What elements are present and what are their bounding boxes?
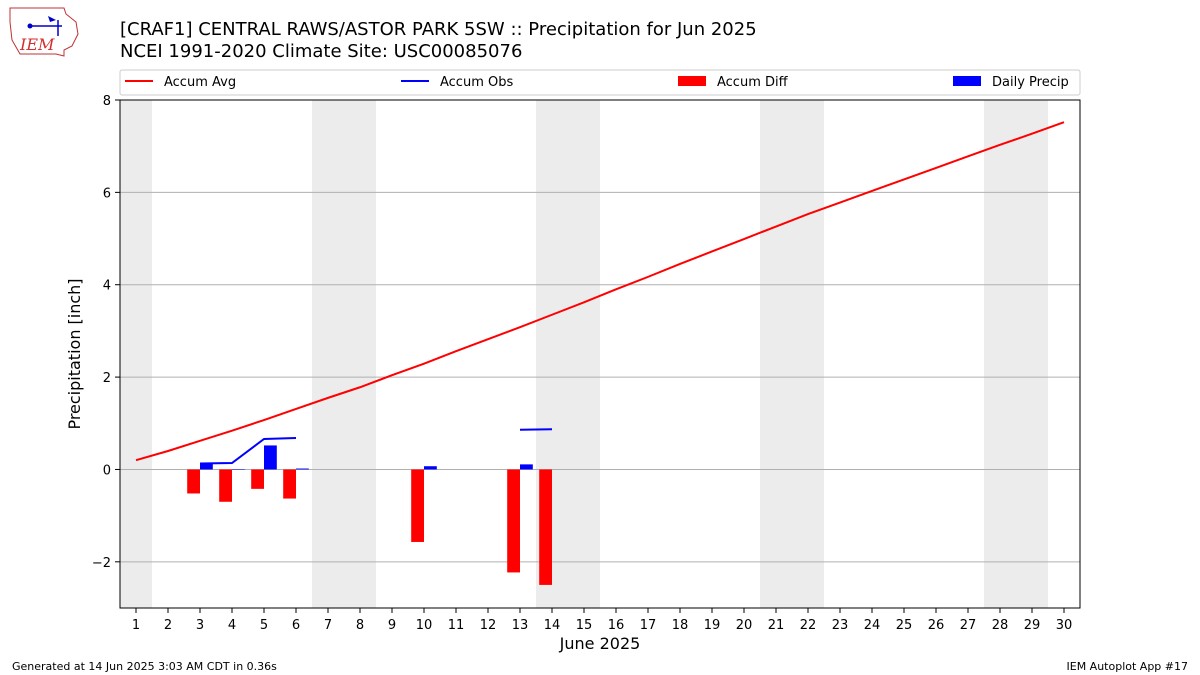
x-tick-label: 14	[544, 618, 561, 633]
bar-daily-precip	[520, 464, 533, 470]
weekend-shade	[120, 100, 152, 608]
x-tick-label: 22	[800, 618, 817, 633]
x-tick-label: 7	[324, 618, 332, 633]
bar-daily-precip	[264, 445, 277, 470]
weekend-shade	[312, 100, 376, 608]
x-tick-label: 17	[640, 618, 657, 633]
x-tick-label: 1	[132, 618, 140, 633]
x-tick-label: 4	[228, 618, 236, 633]
weekend-shade	[984, 100, 1048, 608]
legend-label-accum-avg: Accum Avg	[164, 75, 236, 90]
legend-swatch-daily-precip	[953, 76, 981, 86]
legend-label-accum-diff: Accum Diff	[717, 75, 789, 90]
chart-title: [CRAF1] CENTRAL RAWS/ASTOR PARK 5SW :: P…	[120, 19, 757, 40]
x-tick-label: 11	[448, 618, 465, 633]
bar-accum-diff	[219, 469, 232, 502]
legend: Accum Avg Accum Obs Accum Diff Daily Pre…	[119, 69, 1081, 96]
weekend-shade	[760, 100, 824, 608]
logo-text: IEM	[19, 35, 55, 54]
x-tick-label: 5	[260, 618, 268, 633]
x-tick-label: 15	[576, 618, 593, 633]
bar-accum-diff	[283, 469, 296, 499]
x-tick-label: 6	[292, 618, 300, 633]
x-tick-label: 10	[416, 618, 433, 633]
x-tick-label: 28	[992, 618, 1009, 633]
x-tick-label: 25	[896, 618, 913, 633]
x-tick-label: 16	[608, 618, 625, 633]
x-axis-label: June 2025	[559, 634, 641, 653]
x-tick-label: 30	[1056, 618, 1073, 633]
bar-accum-diff	[251, 469, 264, 489]
x-tick-label: 21	[768, 618, 785, 633]
x-tick-label: 20	[736, 618, 753, 633]
x-tick-label: 24	[864, 618, 881, 633]
bar-accum-diff	[539, 469, 552, 585]
legend-label-accum-obs: Accum Obs	[440, 75, 513, 90]
bar-accum-diff	[507, 469, 520, 573]
x-tick-label: 19	[704, 618, 721, 633]
x-tick-label: 2	[164, 618, 172, 633]
x-tick-label: 3	[196, 618, 204, 633]
y-tick-label: −2	[92, 556, 111, 571]
bar-series	[187, 445, 565, 585]
y-tick-label: 6	[103, 186, 111, 201]
bar-accum-diff	[187, 469, 200, 494]
bar-accum-diff	[411, 469, 424, 542]
x-tick-label: 12	[480, 618, 497, 633]
plot-frame	[119, 99, 1081, 609]
x-tick-label: 23	[832, 618, 849, 633]
x-axis: 1 2 3 4 5 6 7 8 9 10 11 12 13 14 15 16 17 18 19 20 21 22 23 24 2…	[132, 608, 1072, 633]
line-series	[135, 121, 1065, 465]
bar-daily-precip	[200, 463, 213, 470]
line-accum-avg	[135, 121, 1065, 462]
plot-background	[120, 100, 1048, 608]
x-tick-label: 13	[512, 618, 529, 633]
x-tick-label: 26	[928, 618, 945, 633]
chart-subtitle: NCEI 1991-2020 Climate Site: USC00085076	[120, 41, 522, 62]
legend-swatch-accum-diff	[678, 76, 706, 86]
bar-daily-precip	[424, 466, 437, 470]
x-tick-label: 18	[672, 618, 689, 633]
y-tick-label: 0	[103, 463, 111, 478]
footer-generated: Generated at 14 Jun 2025 3:03 AM CDT in …	[12, 660, 277, 673]
legend-label-daily-precip: Daily Precip	[992, 75, 1069, 90]
iem-logo: IEM	[9, 7, 79, 57]
y-tick-label: 2	[103, 371, 111, 386]
line-accum-obs	[199, 437, 297, 465]
x-tick-label: 8	[356, 618, 364, 633]
x-tick-label: 9	[388, 618, 396, 633]
y-axis-label: Precipitation [inch]	[65, 278, 84, 429]
x-tick-label: 29	[1024, 618, 1041, 633]
x-tick-label: 27	[960, 618, 977, 633]
bar-daily-precip	[296, 468, 309, 470]
y-tick-label: 4	[103, 279, 111, 294]
y-axis: −2 0 2 4 6 8	[92, 94, 120, 571]
y-tick-label: 8	[103, 94, 111, 109]
footer-app: IEM Autoplot App #17	[1067, 660, 1189, 673]
